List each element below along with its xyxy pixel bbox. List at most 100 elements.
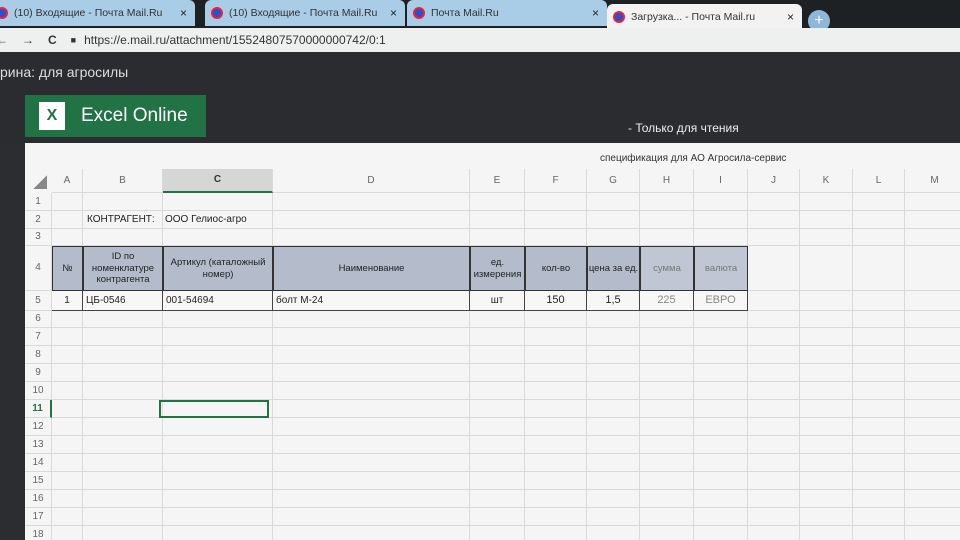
cell[interactable]	[83, 508, 163, 526]
cell[interactable]	[694, 311, 748, 328]
cell[interactable]	[800, 526, 853, 540]
cell[interactable]	[52, 229, 83, 246]
spreadsheet[interactable]: A B C D E F G H I J K L M 1 2 3 4 5 6 7 8 9 10 11 12 13 14 15 16 17 18…	[25, 143, 960, 540]
cell[interactable]	[525, 436, 587, 454]
cell[interactable]	[694, 364, 748, 382]
cell[interactable]	[640, 508, 694, 526]
row-header-16[interactable]: 16	[25, 490, 52, 508]
cell[interactable]	[694, 418, 748, 436]
cell[interactable]	[640, 526, 694, 540]
cell[interactable]	[470, 436, 525, 454]
cell[interactable]	[52, 508, 83, 526]
cell[interactable]	[470, 472, 525, 490]
browser-tab[interactable]: (10) Входящие - Почта Mail.Ru ×	[0, 0, 195, 26]
reload-icon[interactable]: C	[48, 33, 57, 47]
cell[interactable]	[525, 328, 587, 346]
cell[interactable]	[163, 311, 273, 328]
cell[interactable]	[273, 346, 470, 364]
cell[interactable]	[853, 291, 905, 311]
cell[interactable]	[800, 472, 853, 490]
table-cell[interactable]: 001-54694	[163, 291, 273, 311]
cell[interactable]	[163, 346, 273, 364]
column-header-H[interactable]: H	[640, 169, 694, 193]
cell[interactable]	[273, 328, 470, 346]
cell[interactable]	[83, 472, 163, 490]
column-header-G[interactable]: G	[587, 169, 640, 193]
cell[interactable]	[853, 490, 905, 508]
cell[interactable]	[853, 211, 905, 229]
cell[interactable]	[273, 526, 470, 540]
browser-tab[interactable]: (10) Входящие - Почта Mail.Ru ×	[205, 0, 405, 26]
cell[interactable]	[52, 454, 83, 472]
cell[interactable]	[83, 211, 163, 229]
table-cell[interactable]: шт	[470, 291, 525, 311]
cell[interactable]	[52, 328, 83, 346]
cell[interactable]	[748, 291, 800, 311]
cell[interactable]	[748, 382, 800, 400]
row-header-15[interactable]: 15	[25, 472, 52, 490]
select-all-corner[interactable]	[33, 175, 47, 189]
cell[interactable]	[52, 346, 83, 364]
row-header-9[interactable]: 9	[25, 364, 52, 382]
cell[interactable]	[800, 311, 853, 328]
close-tab-icon[interactable]: ×	[591, 6, 599, 20]
cell[interactable]	[587, 229, 640, 246]
cell[interactable]	[694, 526, 748, 540]
cell[interactable]	[525, 508, 587, 526]
cell[interactable]	[470, 400, 525, 418]
cell[interactable]	[800, 229, 853, 246]
cell[interactable]	[273, 229, 470, 246]
cell[interactable]	[470, 508, 525, 526]
cell[interactable]	[525, 211, 587, 229]
cell[interactable]	[470, 328, 525, 346]
cell[interactable]	[525, 454, 587, 472]
cell[interactable]	[905, 526, 960, 540]
cell[interactable]	[853, 382, 905, 400]
cell[interactable]	[587, 472, 640, 490]
cell[interactable]	[905, 291, 960, 311]
cell[interactable]	[273, 454, 470, 472]
cell[interactable]	[525, 418, 587, 436]
row-header-10[interactable]: 10	[25, 382, 52, 400]
cell[interactable]	[52, 526, 83, 540]
cell[interactable]	[800, 346, 853, 364]
cell[interactable]	[163, 400, 273, 418]
cell[interactable]	[587, 454, 640, 472]
cell[interactable]	[587, 193, 640, 211]
cell[interactable]	[83, 454, 163, 472]
cell[interactable]	[800, 418, 853, 436]
cell[interactable]	[163, 364, 273, 382]
cell[interactable]	[905, 229, 960, 246]
cell[interactable]	[905, 490, 960, 508]
cell[interactable]	[640, 311, 694, 328]
cell[interactable]	[525, 311, 587, 328]
cell[interactable]	[748, 490, 800, 508]
cell[interactable]	[525, 364, 587, 382]
cell[interactable]	[853, 193, 905, 211]
cell[interactable]	[273, 382, 470, 400]
cell[interactable]	[525, 382, 587, 400]
cell[interactable]	[470, 418, 525, 436]
cell[interactable]	[640, 400, 694, 418]
row-header-3[interactable]: 3	[25, 229, 52, 246]
cell[interactable]	[853, 229, 905, 246]
cell[interactable]	[470, 193, 525, 211]
cell[interactable]	[273, 418, 470, 436]
cell[interactable]	[163, 472, 273, 490]
cell[interactable]	[587, 418, 640, 436]
cell[interactable]	[694, 229, 748, 246]
cell[interactable]	[853, 346, 905, 364]
cell[interactable]	[748, 472, 800, 490]
browser-tab[interactable]: Почта Mail.Ru ×	[407, 0, 607, 26]
cell[interactable]	[905, 211, 960, 229]
row-header-14[interactable]: 14	[25, 454, 52, 472]
cell[interactable]	[853, 472, 905, 490]
cell[interactable]	[853, 328, 905, 346]
cell[interactable]	[694, 472, 748, 490]
cell[interactable]	[905, 346, 960, 364]
close-tab-icon[interactable]: ×	[786, 10, 794, 24]
cell[interactable]	[470, 311, 525, 328]
cell[interactable]	[748, 454, 800, 472]
table-cell[interactable]: 1	[52, 291, 83, 311]
cell[interactable]	[470, 454, 525, 472]
